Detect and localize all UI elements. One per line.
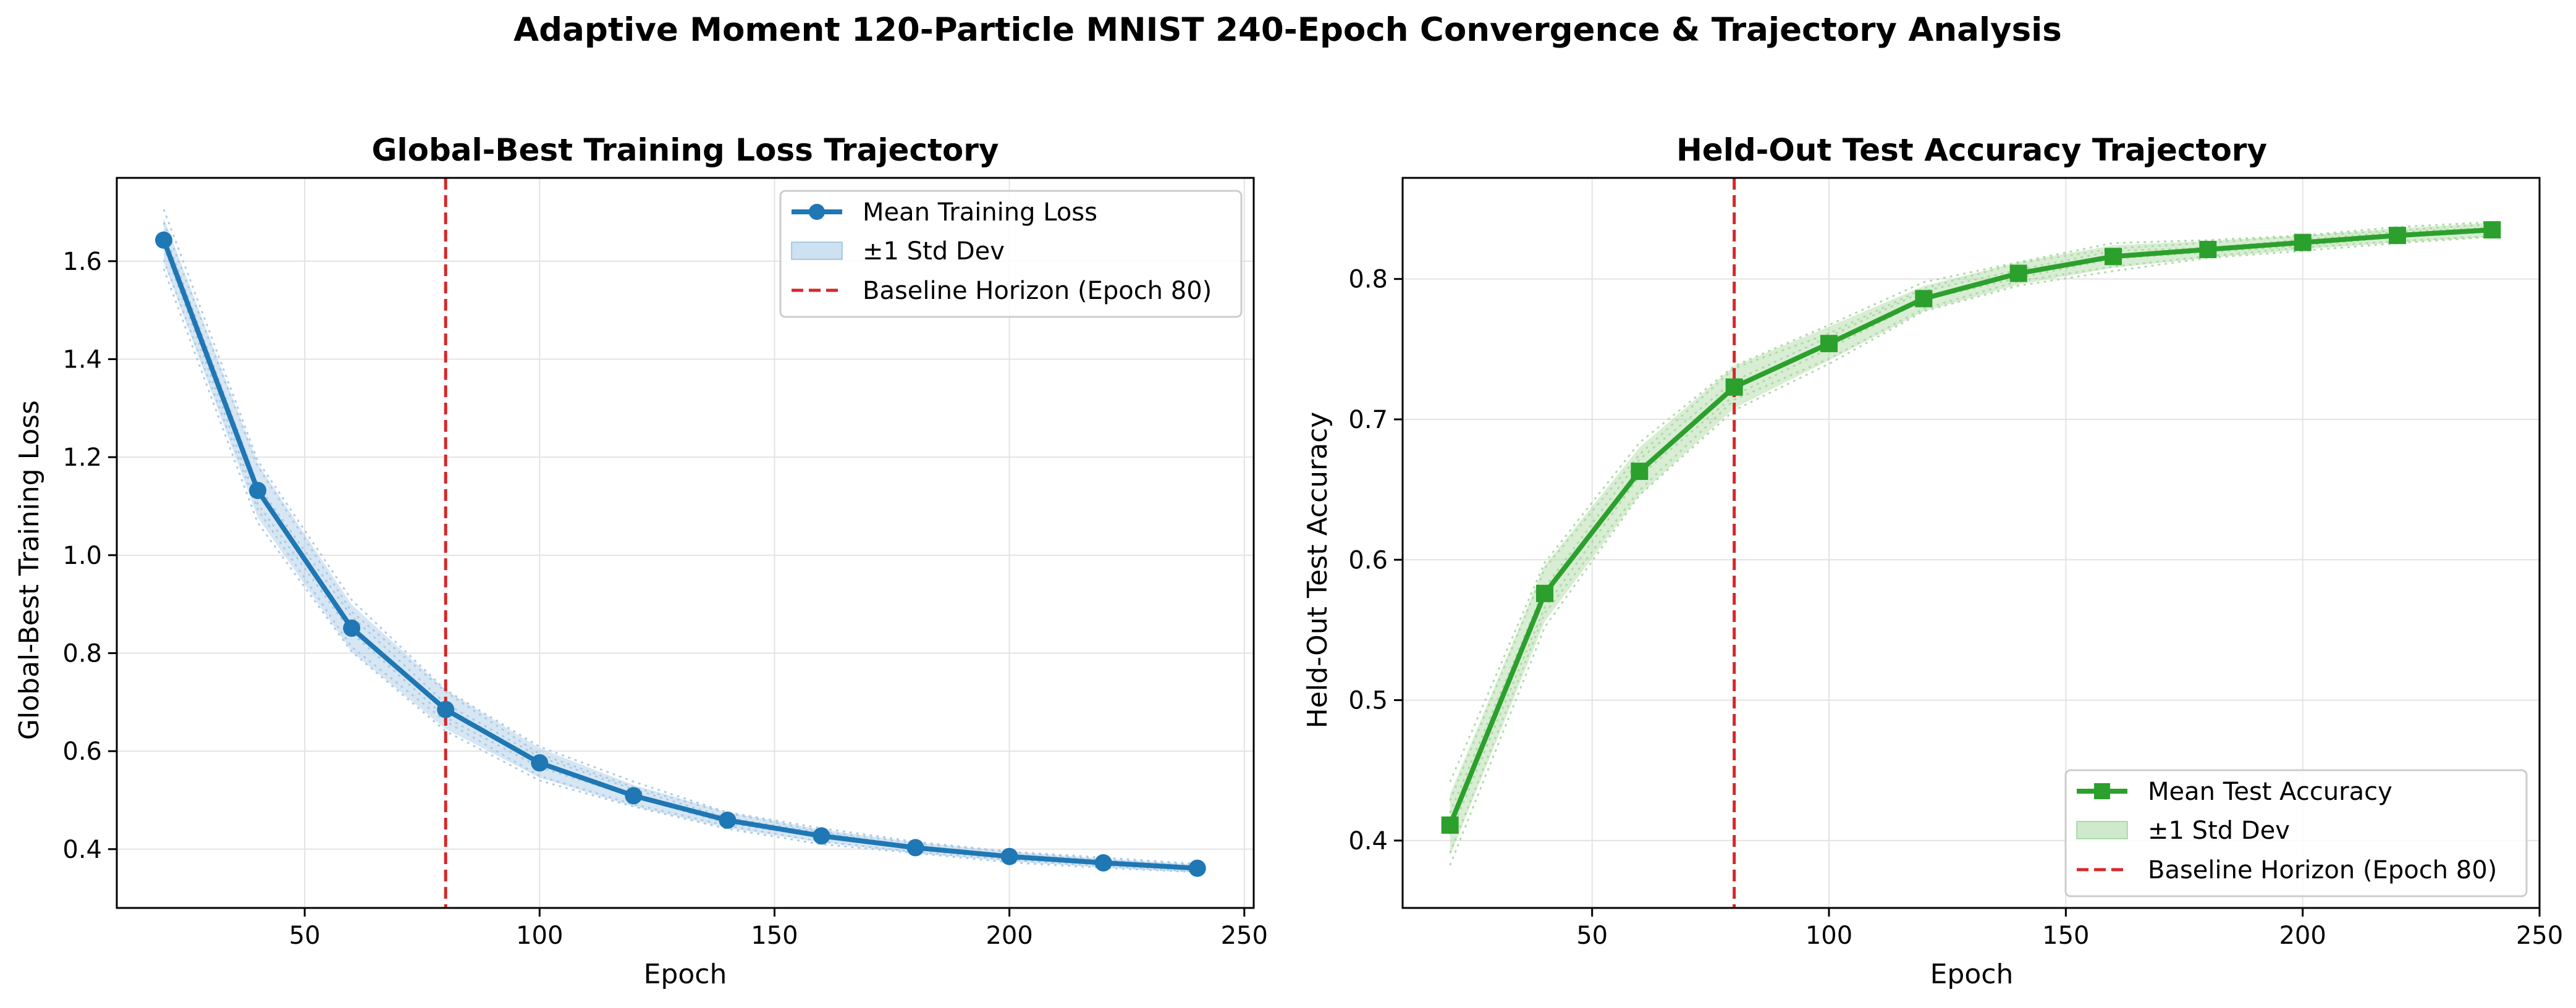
accuracy-particle-run-0 [1449,235,2493,854]
accuracy-point-220 [2389,227,2406,245]
accuracy-point-200 [2294,233,2312,251]
loss-chart-std-band [164,218,1197,873]
accuracy-particle-run-5 [1449,236,2493,866]
accuracy-legend-mean-label: Mean Test Accuracy [2148,778,2392,806]
loss-chart-mean-line [161,239,1198,871]
accuracy-xtick-label-50: 50 [1576,922,1608,950]
loss-point-240 [1188,859,1206,877]
accuracy-xtick-label-150: 150 [2042,922,2089,950]
loss-point-40 [249,482,267,500]
loss-particle-run-3 [163,230,1197,868]
accuracy-legend-band-label: ±1 Std Dev [2148,817,2290,845]
accuracy-legend-mean-swatch [2077,783,2127,799]
loss-point-200 [1000,847,1018,865]
loss-legend-band-label: ±1 Std Dev [863,237,1005,266]
accuracy-particle-run-3 [1449,227,2493,813]
loss-particle-run-0 [163,259,1197,873]
accuracy-chart-legend: Mean Test Accuracy ±1 Std Dev Baseline H… [2064,769,2528,897]
loss-chart-particle-runs [163,209,1197,873]
loss-ytick-label-1.2: 1.2 [62,443,102,472]
loss-point-100 [531,754,549,772]
accuracy-chart-title: Held-Out Test Accuracy Trajectory [1676,132,2267,168]
loss-ytick-label-0.8: 0.8 [62,639,102,668]
accuracy-legend-box [2064,769,2528,897]
accuracy-legend-baseline-label: Baseline Horizon (Epoch 80) [2148,856,2497,884]
accuracy-point-140 [2009,264,2027,282]
accuracy-chart: Held-Out Test Accuracy Trajectory Epoch … [1302,132,2563,990]
accuracy-particle-run-2 [1449,231,2493,835]
accuracy-chart-mean-line [1447,227,2493,826]
loss-legend-band-swatch [791,242,843,260]
loss-point-180 [906,839,924,857]
loss-xtick-label-50: 50 [289,922,321,950]
loss-chart-xlabel: Epoch [644,959,727,990]
accuracy-point-20 [1441,816,1459,834]
accuracy-ytick-label-0.8: 0.8 [1348,266,1388,294]
loss-chart: Global-Best Training Loss Trajectory Epo… [14,132,1268,990]
loss-point-20 [155,231,173,249]
loss-legend-mean-swatch [792,204,842,220]
loss-point-140 [719,812,737,830]
accuracy-xtick-label-100: 100 [1805,922,1852,950]
accuracy-chart-frame [1401,177,2541,909]
loss-point-80 [437,700,455,718]
accuracy-chart-ylabel: Held-Out Test Accuracy [1302,412,1333,729]
accuracy-point-60 [1631,463,1649,481]
loss-point-60 [343,620,361,637]
accuracy-point-120 [1915,290,1933,308]
accuracy-ytick-label-0.5: 0.5 [1348,687,1388,715]
accuracy-particle-run-4 [1449,221,2493,783]
accuracy-ytick-label-0.6: 0.6 [1348,546,1388,574]
loss-point-160 [813,827,830,845]
accuracy-point-180 [2199,240,2217,258]
accuracy-chart-axis-ticks: 50 100 150 200 250 0.4 0.5 0.6 0.7 0.8 [1348,266,2563,950]
accuracy-particle-run-1 [1449,223,2493,801]
loss-legend-mean-label: Mean Training Loss [863,198,1097,227]
figure-title: Adaptive Moment 120-Particle MNIST 240-E… [513,11,2062,49]
loss-band-area [164,218,1197,873]
accuracy-ytick-label-0.4: 0.4 [1348,827,1388,855]
loss-xtick-label-100: 100 [516,922,563,950]
loss-xtick-label-250: 250 [1221,922,1268,950]
loss-legend-box [779,190,1243,318]
loss-legend-baseline-label: Baseline Horizon (Epoch 80) [863,277,1212,305]
accuracy-ytick-label-0.7: 0.7 [1348,406,1388,434]
accuracy-point-80 [1725,378,1743,396]
loss-point-220 [1094,854,1112,872]
loss-ytick-label-0.6: 0.6 [62,737,102,766]
loss-chart-frame [116,177,1255,909]
loss-mean-polyline [161,239,1198,871]
loss-ytick-label-0.4: 0.4 [62,836,102,864]
accuracy-xtick-label-250: 250 [2516,922,2563,950]
accuracy-chart-particle-runs [1449,221,2493,866]
loss-chart-title: Global-Best Training Loss Trajectory [371,132,999,168]
accuracy-point-240 [2483,221,2501,239]
loss-chart-ylabel: Global-Best Training Loss [14,400,45,740]
accuracy-point-100 [1820,335,1838,353]
loss-chart-axis-ticks: 50 100 150 200 250 0.4 0.6 0.8 1.0 1.2 1.4 1.6 [62,248,1268,950]
accuracy-mean-polyline [1447,227,2493,826]
loss-particle-run-4 [163,209,1197,865]
accuracy-xtick-label-200: 200 [2279,922,2326,950]
loss-ytick-label-1: 1.0 [62,542,102,570]
accuracy-point-160 [2105,248,2122,266]
loss-chart-legend: Mean Training Loss ±1 Std Dev Baseline H… [779,190,1243,318]
accuracy-chart-xlabel: Epoch [1930,959,2014,990]
accuracy-legend-band-swatch [2076,821,2128,839]
loss-xtick-label-150: 150 [751,922,798,950]
loss-chart-grid [117,178,1254,908]
accuracy-chart-markers [1441,221,2501,834]
accuracy-point-40 [1536,584,1553,602]
loss-chart-markers [155,231,1206,877]
loss-point-120 [625,787,643,805]
loss-ytick-label-1.6: 1.6 [62,248,102,276]
loss-xtick-label-200: 200 [986,922,1033,950]
loss-ytick-label-1.4: 1.4 [62,346,102,374]
